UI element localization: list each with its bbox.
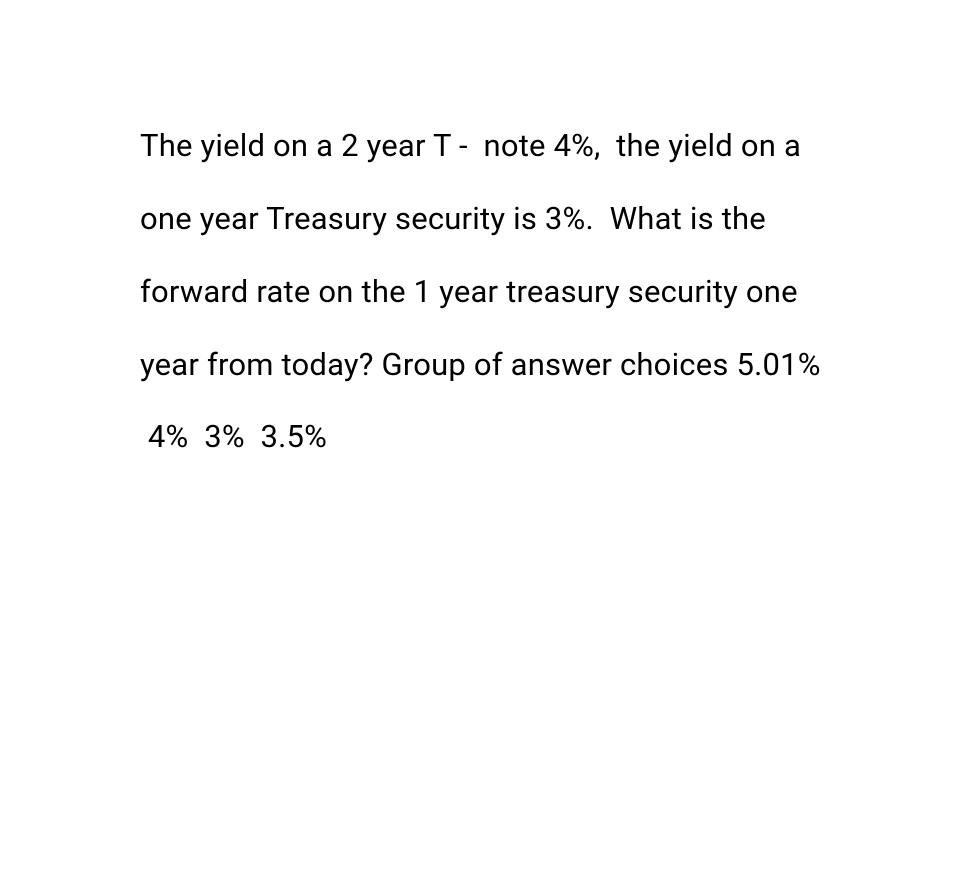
- question-text: The yield on a 2 year T - note 4%, the y…: [140, 110, 832, 474]
